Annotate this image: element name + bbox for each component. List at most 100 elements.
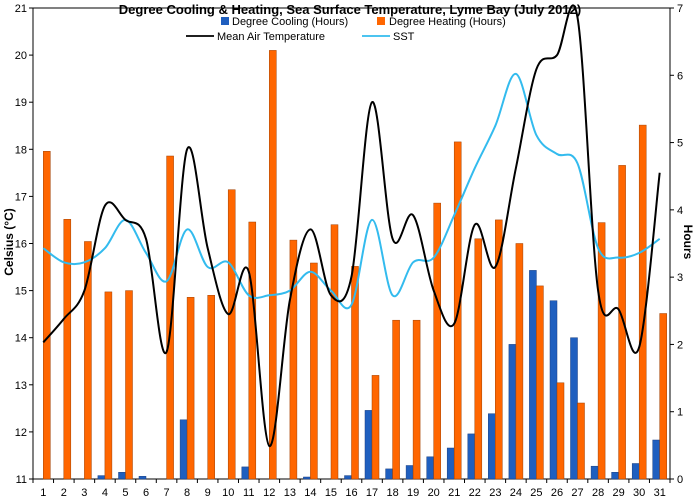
y-right-tick-label: 5	[677, 138, 683, 150]
y-left-tick-label: 11	[16, 474, 27, 486]
bar-degree-cooling	[97, 475, 106, 480]
bar-degree-heating	[659, 313, 667, 480]
bar-degree-heating	[84, 241, 92, 480]
x-tick-label: 8	[184, 487, 190, 499]
y-left-tick-label: 16	[15, 239, 27, 251]
bar-degree-heating	[371, 375, 380, 480]
legend-label-sst: SST	[393, 31, 415, 43]
x-tick-label: 10	[222, 487, 234, 499]
bar-degree-cooling	[652, 439, 660, 480]
x-tick-label: 28	[592, 487, 604, 499]
x-tick-label: 17	[366, 487, 378, 499]
bar-degree-heating	[166, 155, 174, 480]
bar-degree-cooling	[179, 419, 188, 480]
y-left-tick-label: 12	[15, 427, 27, 439]
y-right-tick-label: 0	[677, 474, 683, 486]
legend-swatch-degree-heating	[377, 17, 385, 25]
x-tick-label: 19	[407, 487, 419, 499]
y-left-tick-label: 19	[15, 97, 27, 109]
x-tick-label: 2	[61, 487, 67, 499]
y-right-tick-label: 2	[677, 339, 683, 351]
bar-degree-heating	[63, 219, 72, 480]
y-right-tick-label: 4	[677, 205, 683, 217]
bar-degree-heating	[597, 222, 606, 480]
bar-degree-cooling	[138, 476, 147, 480]
x-tick-label: 7	[164, 487, 170, 499]
bar-degree-heating	[227, 189, 236, 480]
y-right-tick-label: 6	[677, 70, 683, 82]
bar-degree-heating	[556, 382, 565, 480]
bar-degree-heating	[392, 319, 400, 480]
x-tick-label: 14	[304, 487, 316, 499]
lines	[42, 4, 661, 448]
x-tick-label: 27	[571, 487, 583, 499]
bar-degree-cooling	[426, 456, 434, 480]
x-tick-label: 21	[448, 487, 460, 499]
legend-swatch-degree-cooling	[221, 17, 229, 25]
x-tick-label: 16	[345, 487, 357, 499]
x-tick-label: 6	[143, 487, 149, 499]
bar-degree-cooling	[467, 433, 476, 480]
legend: Degree Cooling (Hours) Degree Heating (H…	[186, 16, 506, 43]
bar-degree-cooling	[488, 413, 496, 480]
bar-degree-cooling	[241, 466, 250, 480]
x-tick-label: 23	[489, 487, 501, 499]
line-mean-air-temperature	[42, 4, 661, 448]
bar-degree-heating	[515, 243, 524, 480]
bar-degree-cooling	[549, 300, 558, 480]
x-tick-label: 22	[469, 487, 481, 499]
x-tick-label: 15	[325, 487, 337, 499]
bars	[43, 50, 667, 480]
y-left-tick-label: 20	[15, 50, 27, 62]
bar-degree-heating	[269, 50, 277, 480]
bar-degree-heating	[125, 290, 133, 480]
x-tick-label: 26	[551, 487, 563, 499]
legend-label-mean-air-temp: Mean Air Temperature	[217, 31, 325, 43]
x-tick-label: 18	[386, 487, 398, 499]
bar-degree-heating	[536, 285, 544, 480]
y-left-tick-label: 18	[15, 144, 27, 156]
bar-degree-heating	[43, 151, 51, 480]
bar-degree-cooling	[303, 476, 311, 480]
y-axis-left-label: Celsius (°C)	[2, 208, 16, 275]
bar-degree-cooling	[631, 463, 640, 480]
bar-degree-cooling	[529, 270, 537, 480]
x-tick-label: 12	[263, 487, 275, 499]
y-right-tick-label: 1	[677, 407, 683, 419]
bar-degree-heating	[248, 221, 257, 480]
chart-title: Degree Cooling & Heating, Sea Surface Te…	[119, 2, 581, 17]
x-tick-label: 1	[40, 487, 46, 499]
x-tick-label: 29	[613, 487, 625, 499]
legend-label-degree-cooling: Degree Cooling (Hours)	[232, 16, 348, 28]
bar-degree-cooling	[570, 337, 578, 480]
y-left-tick-label: 17	[15, 191, 27, 203]
x-tick-label: 20	[428, 487, 440, 499]
bar-degree-heating	[351, 266, 359, 480]
legend-label-degree-heating: Degree Heating (Hours)	[389, 16, 506, 28]
x-tick-label: 13	[284, 487, 296, 499]
bar-degree-heating	[474, 238, 483, 480]
bar-degree-cooling	[508, 344, 517, 480]
bar-degree-heating	[289, 239, 298, 480]
bar-degree-heating	[104, 291, 113, 480]
bar-degree-cooling	[405, 465, 414, 480]
bar-degree-heating	[577, 402, 585, 480]
bar-degree-heating	[638, 124, 647, 480]
y-right-tick-label: 3	[677, 272, 683, 284]
y-left-tick-label: 13	[15, 380, 27, 392]
x-tick-label: 24	[510, 487, 522, 499]
bar-degree-heating	[207, 295, 215, 480]
bar-degree-heating	[495, 219, 503, 480]
bar-degree-cooling	[385, 468, 393, 480]
x-tick-label: 25	[530, 487, 542, 499]
bar-degree-heating	[433, 202, 441, 480]
bar-degree-heating	[412, 319, 421, 480]
x-tick-label: 5	[122, 487, 128, 499]
bar-degree-cooling	[446, 447, 455, 480]
line-sst	[42, 72, 661, 310]
bar-degree-cooling	[611, 472, 619, 480]
bar-degree-cooling	[344, 475, 352, 480]
bar-degree-heating	[310, 262, 318, 480]
